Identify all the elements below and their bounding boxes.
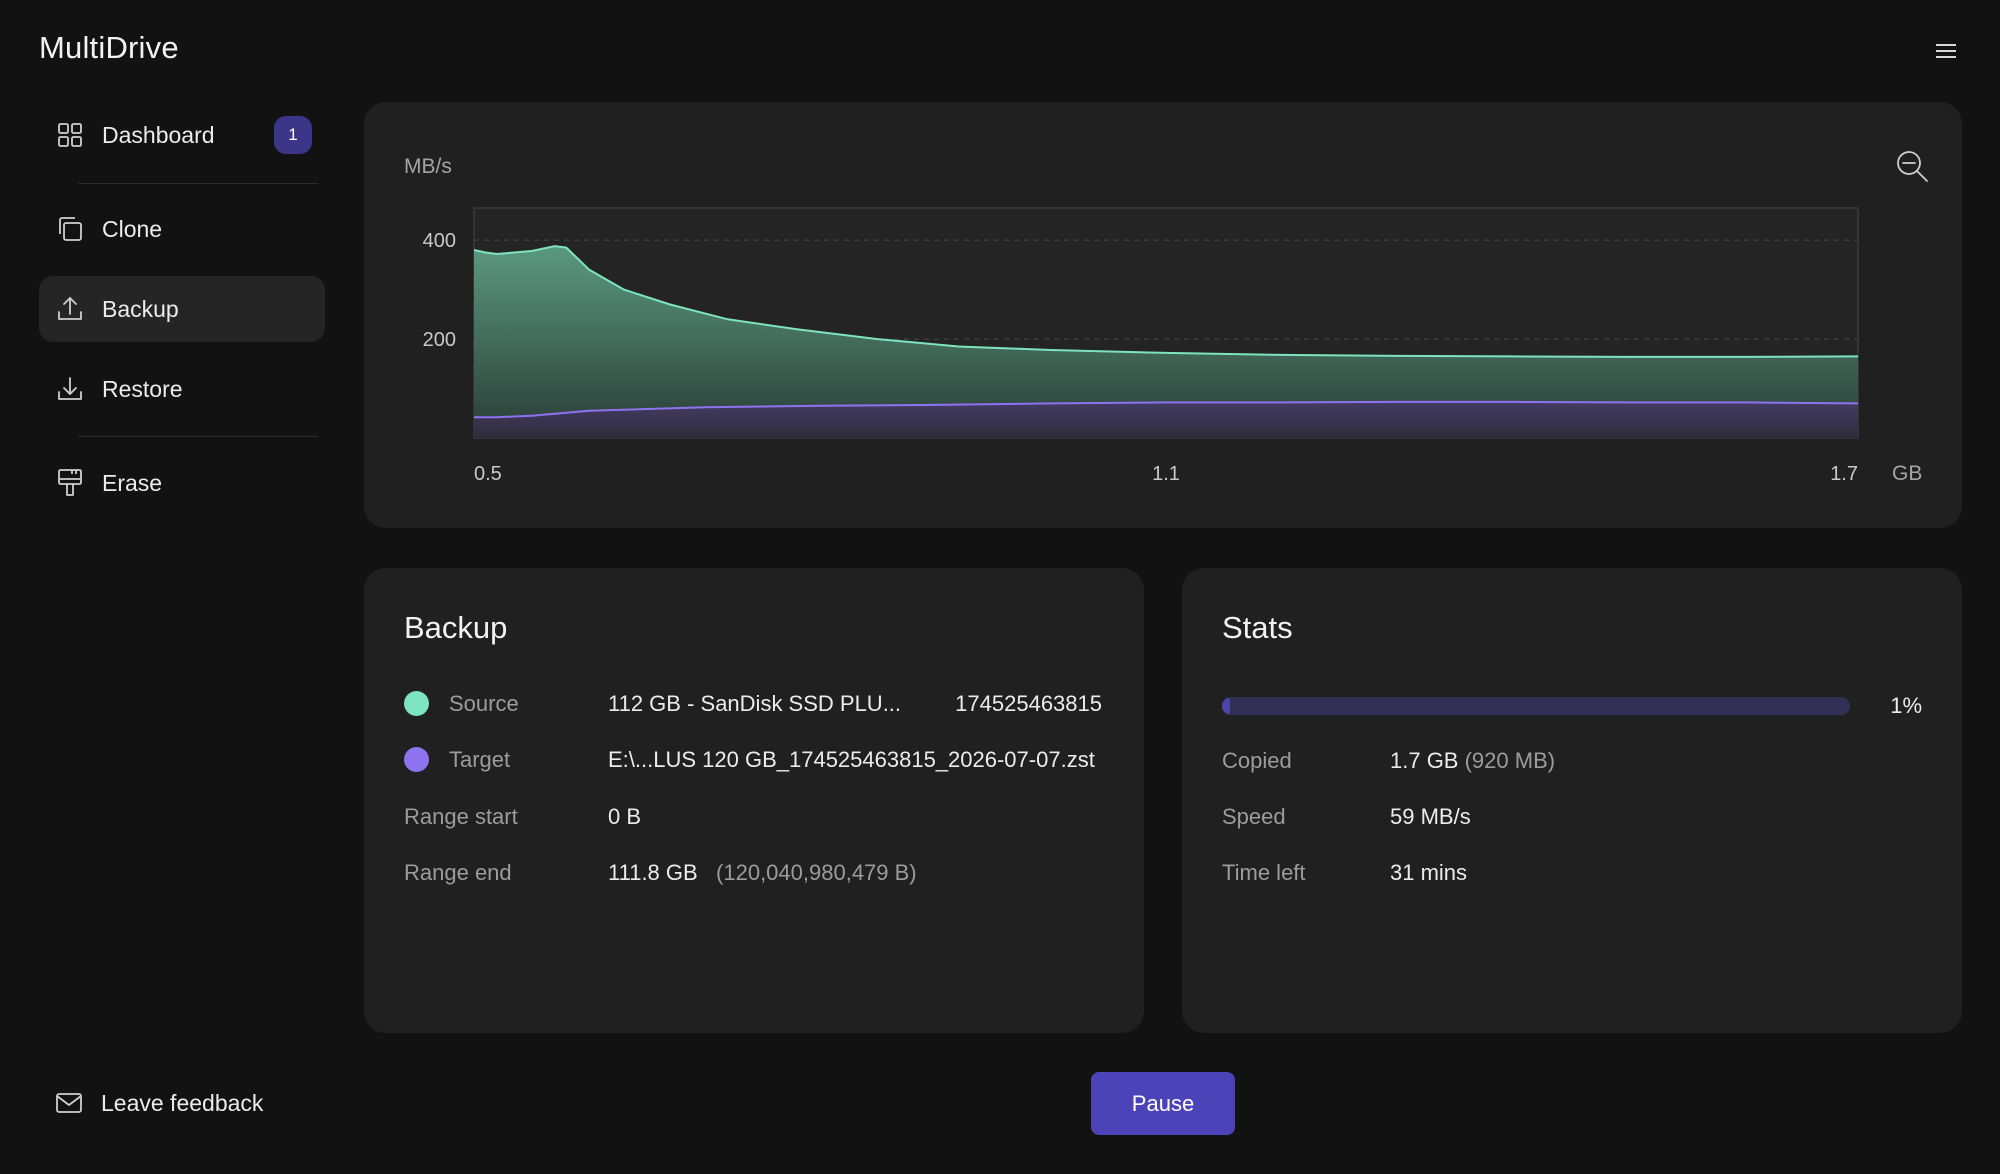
- throughput-chart-card: MB/s 200 400 0.5 1.1 1.7 GB: [364, 102, 1962, 528]
- stats-title: Stats: [1222, 610, 1293, 645]
- range-end-value: 111.8 GB: [608, 860, 698, 885]
- time-left-label: Time left: [1222, 860, 1306, 885]
- progress-bar: [1222, 697, 1850, 715]
- sidebar-divider: [78, 183, 318, 184]
- range-end-row: 111.8 GB (120,040,980,479 B): [608, 860, 917, 886]
- x-tick-label-0: 0.5: [474, 463, 502, 485]
- leave-feedback-link[interactable]: Leave feedback: [55, 1086, 263, 1120]
- upload-icon: [55, 294, 85, 324]
- sidebar-item-label: Restore: [102, 375, 183, 402]
- sidebar-item-erase[interactable]: Erase: [39, 450, 325, 516]
- sidebar-item-label: Backup: [102, 295, 179, 322]
- copy-icon: [55, 214, 85, 244]
- grid-icon: [55, 120, 85, 150]
- sidebar-item-backup[interactable]: Backup: [39, 276, 325, 342]
- copied-row: 1.7 GB (920 MB): [1390, 748, 1555, 774]
- range-end-label: Range end: [404, 860, 512, 885]
- eraser-icon: [55, 468, 85, 498]
- source-dot: [404, 691, 429, 716]
- speed-value: 59 MB/s: [1390, 804, 1471, 829]
- x-tick-label-1: 1.1: [1152, 463, 1180, 485]
- backup-title: Backup: [404, 610, 508, 645]
- range-end-detail: (120,040,980,479 B): [716, 860, 917, 885]
- series-1-area: [474, 401, 1858, 438]
- notification-badge: 1: [274, 116, 312, 154]
- copied-value: 1.7 GB: [1390, 748, 1459, 773]
- time-left-value: 31 mins: [1390, 860, 1468, 885]
- speed-label: Speed: [1222, 804, 1286, 829]
- target-value: E:\...LUS 120 GB_174525463815_2026-07-07…: [608, 747, 1095, 772]
- range-start-label: Range start: [404, 804, 518, 829]
- source-serial: 174525463815: [955, 691, 1102, 716]
- download-icon: [55, 374, 85, 404]
- sidebar-item-label: Clone: [102, 215, 163, 242]
- source-label: Source: [449, 691, 519, 716]
- sidebar-item-label: Erase: [102, 469, 163, 496]
- target-dot: [404, 747, 429, 772]
- y-axis-label: MB/s: [404, 155, 452, 178]
- stats-card: Stats 1% Copied 1.7 GB (920 MB) Speed 59…: [1182, 568, 1962, 1033]
- range-start-value: 0 B: [608, 804, 642, 829]
- sidebar-divider: [78, 436, 318, 437]
- zoom-out-icon[interactable]: [1894, 148, 1930, 184]
- source-value: 112 GB - SanDisk SSD PLU...: [608, 691, 902, 716]
- app-title: MultiDrive: [39, 30, 179, 65]
- y-tick-label-0: 200: [423, 329, 456, 351]
- copied-detail: (920 MB): [1464, 748, 1556, 773]
- x-axis-label: GB: [1892, 462, 1922, 485]
- series-0-line: [473, 245, 1859, 358]
- series-0-area: [474, 246, 1858, 438]
- sidebar-item-label: Dashboard: [102, 121, 215, 148]
- progress-percent: 1%: [1890, 693, 1922, 718]
- hamburger-menu-icon[interactable]: [1928, 36, 1964, 66]
- y-tick-label-1: 400: [423, 230, 456, 252]
- sidebar-item-clone[interactable]: Clone: [39, 196, 325, 262]
- copied-label: Copied: [1222, 748, 1292, 773]
- sidebar-item-restore[interactable]: Restore: [39, 356, 325, 422]
- pause-button[interactable]: Pause: [1091, 1072, 1235, 1135]
- series-1-line: [474, 400, 1859, 419]
- sidebar-item-dashboard[interactable]: Dashboard 1: [39, 102, 325, 168]
- progress-fill: [1222, 697, 1230, 715]
- backup-card: Backup Source 112 GB - SanDisk SSD PLU..…: [364, 568, 1144, 1033]
- target-label: Target: [449, 747, 511, 772]
- envelope-icon: [55, 1092, 83, 1114]
- throughput-chart: MB/s 200 400 0.5 1.1 1.7 GB: [404, 155, 1922, 485]
- feedback-label: Leave feedback: [101, 1089, 264, 1116]
- x-tick-label-2: 1.7: [1830, 463, 1858, 485]
